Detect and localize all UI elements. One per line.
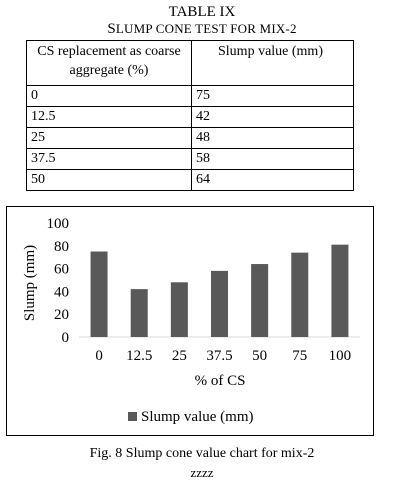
y-tick-label: 20 [54,307,69,323]
x-tick-label: 12.5 [126,348,152,364]
table-subtitle-initial: S [107,21,116,37]
table-row: 25 48 [26,127,354,149]
table-cell-slump: 42 [191,106,354,128]
table-cell-slump: 75 [191,85,354,107]
x-tick-label: 75 [292,348,307,364]
table-cell-slump: 48 [191,127,354,149]
table-row: 37.5 58 [26,148,354,170]
bar-37.5 [211,270,228,337]
bar-0 [90,251,108,337]
x-tick-label: 100 [329,348,352,364]
y-tick-label: 80 [54,239,69,255]
x-tick-label: 0 [95,348,103,364]
x-axis-ticks: 0 12.5 25 37.5 50 75 100 [95,348,351,364]
table-row: 50 64 [26,169,354,191]
table-header-slump: Slump value (mm) [191,40,354,86]
table-row: 12.5 42 [26,106,354,128]
table-subtitle: SLUMP CONE TEST FOR MIX-2 [0,21,404,37]
bars-group [90,244,349,337]
table-cell-slump: 58 [191,148,354,170]
legend-label: Slump value (mm) [141,409,254,425]
y-tick-label: 0 [62,330,70,346]
table-cell-cs: 0 [26,85,192,107]
x-tick-label: 37.5 [206,348,232,364]
bar-25 [170,282,188,337]
legend-swatch [128,412,137,421]
chart-frame: 0 20 40 60 80 100 0 12.5 25 37.5 50 75 100 Slump (m… [6,206,374,436]
table-cell-slump: 64 [191,169,354,191]
table-row: 0 75 [26,85,354,107]
x-axis-label: % of CS [195,373,246,389]
x-tick-label: 50 [252,348,267,364]
figure-caption: Fig. 8 Slump cone value chart for mix-2 [89,446,315,461]
bar-50 [251,264,269,337]
x-tick-label: 25 [172,348,187,364]
table-cell-cs: 37.5 [26,148,192,170]
bar-100 [331,244,349,337]
y-axis-ticks: 0 20 40 60 80 100 [47,216,70,346]
slump-bar-chart: 0 20 40 60 80 100 0 12.5 25 37.5 50 75 100 Slump (m… [22,216,360,425]
table-cell-cs: 25 [26,127,192,149]
bar-75 [291,252,309,337]
y-axis-label: Slump (mm) [22,245,38,321]
slump-table: CS replacement as coarse aggregate (%) S… [26,40,354,191]
figure-caption-extra: zzzz [190,465,214,480]
y-tick-label: 100 [47,216,70,232]
bar-12.5 [130,289,148,337]
y-tick-label: 40 [54,284,69,300]
y-tick-label: 60 [54,262,69,278]
table-header-cs: CS replacement as coarse aggregate (%) [26,40,192,86]
table-cell-cs: 12.5 [26,106,192,128]
table-header-row: CS replacement as coarse aggregate (%) S… [26,40,354,86]
table-title: TABLE IX [168,4,236,20]
table-subtitle-rest: LUMP CONE TEST FOR MIX-2 [115,21,297,36]
table-cell-cs: 50 [26,169,192,191]
